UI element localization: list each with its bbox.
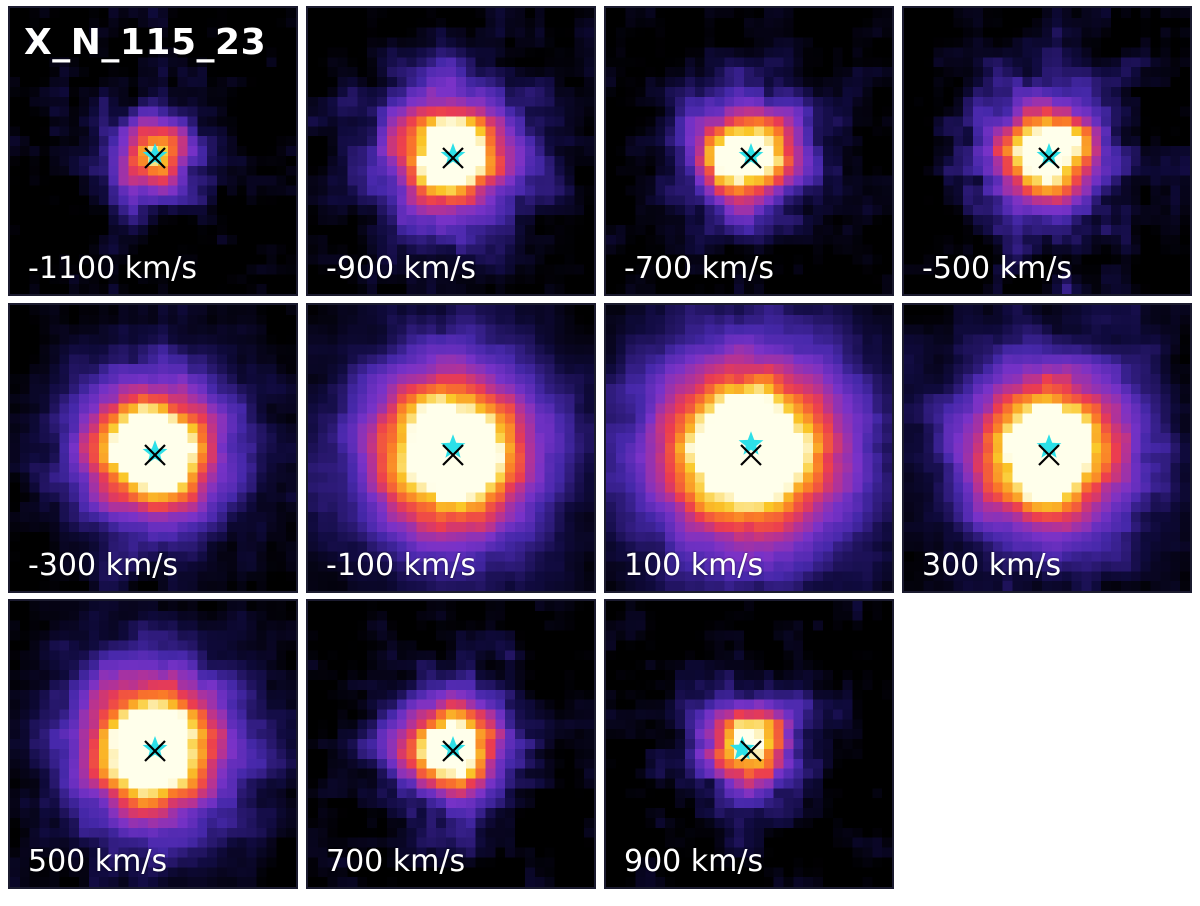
channel-map-panel: 300 km/s [902, 303, 1192, 593]
velocity-label: -500 km/s [922, 251, 1072, 286]
channel-map-panel: 900 km/s [604, 599, 894, 889]
channel-map-panel: 500 km/s [8, 599, 298, 889]
velocity-label: -1100 km/s [28, 251, 198, 286]
velocity-label: -100 km/s [326, 548, 476, 583]
channel-map-panel: X_N_115_23 -1100 km/s [8, 6, 298, 296]
velocity-label: 700 km/s [326, 844, 466, 879]
velocity-label: 900 km/s [624, 844, 764, 879]
velocity-label: -300 km/s [28, 548, 178, 583]
velocity-label: 100 km/s [624, 548, 764, 583]
velocity-label: -900 km/s [326, 251, 476, 286]
channel-map-panel: -700 km/s [604, 6, 894, 296]
channel-map-panel: -900 km/s [306, 6, 596, 296]
channel-map-panel: 100 km/s [604, 303, 894, 593]
velocity-label: -700 km/s [624, 251, 774, 286]
channel-map-panel: -100 km/s [306, 303, 596, 593]
velocity-label: 500 km/s [28, 844, 168, 879]
object-name-title: X_N_115_23 [24, 22, 267, 63]
channel-map-panel: -300 km/s [8, 303, 298, 593]
channel-map-panel: -500 km/s [902, 6, 1192, 296]
velocity-label: 300 km/s [922, 548, 1062, 583]
channel-map-panel: 700 km/s [306, 599, 596, 889]
